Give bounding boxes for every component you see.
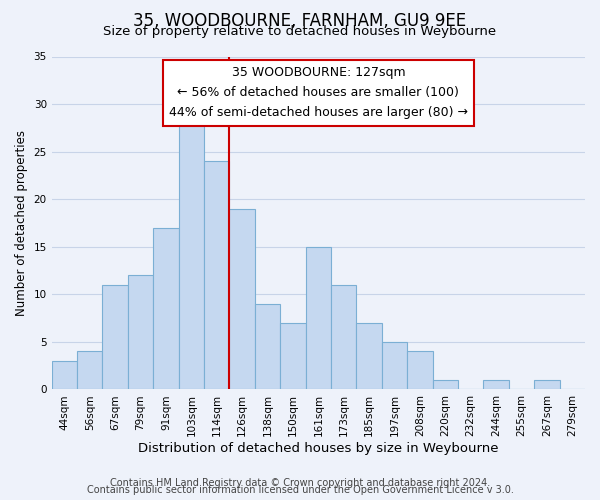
Bar xyxy=(382,342,407,390)
Text: Contains public sector information licensed under the Open Government Licence v : Contains public sector information licen… xyxy=(86,485,514,495)
Bar xyxy=(331,285,356,390)
Bar xyxy=(229,208,255,390)
Bar xyxy=(204,161,229,390)
Bar xyxy=(179,114,204,390)
X-axis label: Distribution of detached houses by size in Weybourne: Distribution of detached houses by size … xyxy=(138,442,499,455)
Bar xyxy=(128,276,153,390)
Bar xyxy=(534,380,560,390)
Bar xyxy=(407,352,433,390)
Text: Contains HM Land Registry data © Crown copyright and database right 2024.: Contains HM Land Registry data © Crown c… xyxy=(110,478,490,488)
Bar xyxy=(433,380,458,390)
Y-axis label: Number of detached properties: Number of detached properties xyxy=(15,130,28,316)
Bar xyxy=(77,352,103,390)
Bar xyxy=(52,361,77,390)
Text: Size of property relative to detached houses in Weybourne: Size of property relative to detached ho… xyxy=(103,25,497,38)
Bar xyxy=(280,323,305,390)
Bar xyxy=(356,323,382,390)
Bar xyxy=(103,285,128,390)
Bar xyxy=(153,228,179,390)
Bar xyxy=(255,304,280,390)
Bar xyxy=(484,380,509,390)
Text: 35 WOODBOURNE: 127sqm
← 56% of detached houses are smaller (100)
44% of semi-det: 35 WOODBOURNE: 127sqm ← 56% of detached … xyxy=(169,66,468,120)
Text: 35, WOODBOURNE, FARNHAM, GU9 9EE: 35, WOODBOURNE, FARNHAM, GU9 9EE xyxy=(133,12,467,30)
Bar xyxy=(305,247,331,390)
